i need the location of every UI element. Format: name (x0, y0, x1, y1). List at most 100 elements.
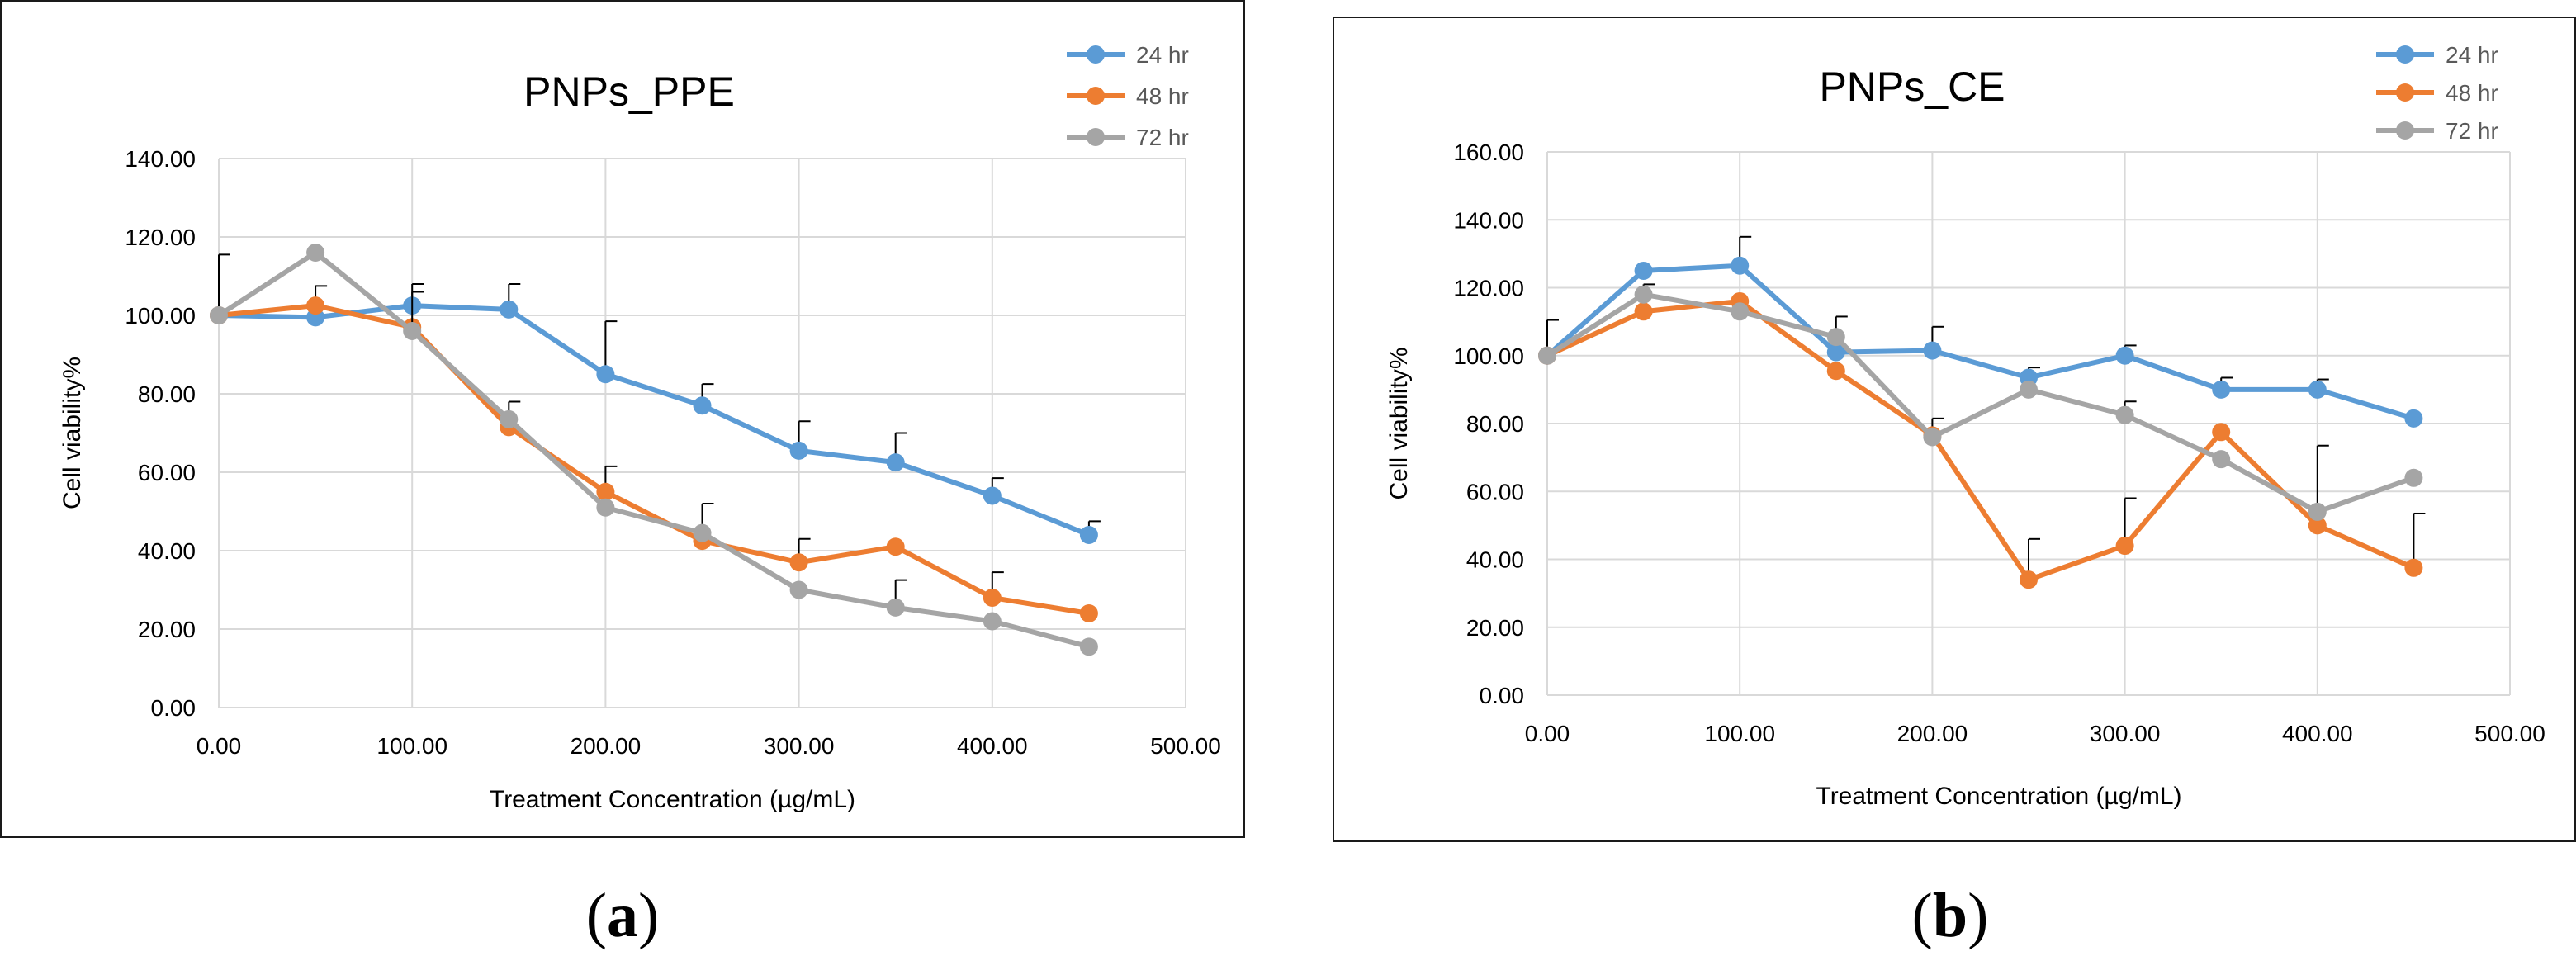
data-point-72-hr (1731, 302, 1750, 321)
legend-marker-72-hr (1087, 128, 1105, 146)
chart-title: PNPs_PPE (523, 69, 735, 115)
data-point-48-hr (2115, 537, 2134, 556)
series-line-72-hr (217, 250, 1090, 650)
y-tick-label: 20.00 (138, 617, 196, 642)
data-point-24-hr (2308, 380, 2327, 399)
x-tick-label: 200.00 (1897, 721, 1968, 746)
data-point-24-hr (2404, 409, 2423, 428)
y-tick-label: 60.00 (138, 460, 196, 485)
legend-marker-24-hr (2396, 45, 2414, 64)
data-point-48-hr (2308, 516, 2327, 535)
x-tick-label: 100.00 (1704, 721, 1775, 746)
data-point-24-hr (1079, 526, 1098, 544)
legend-label-48-hr: 48 hr (1136, 83, 1189, 109)
y-tick-label: 40.00 (138, 538, 196, 564)
subfigure-label-b: (b) (1911, 881, 1989, 950)
x-tick-label: 0.00 (1525, 721, 1570, 746)
y-tick-label: 60.00 (1466, 479, 1524, 504)
data-point-72-hr (403, 322, 422, 340)
series-line-72-hr (1546, 291, 2415, 514)
series-line-48-hr (1546, 298, 2415, 583)
data-point-48-hr (983, 589, 1002, 607)
chart-title: PNPs_CE (1819, 64, 2005, 110)
y-axis-label: Cell viability% (59, 357, 86, 509)
series-line-24-hr (1546, 263, 2415, 421)
data-point-24-hr (886, 453, 905, 472)
data-point-72-hr (2020, 380, 2038, 399)
data-point-24-hr (2212, 380, 2231, 399)
x-axis-label: Treatment Concentration (µg/mL) (1816, 783, 2181, 810)
data-point-72-hr (886, 598, 905, 617)
data-point-24-hr (693, 396, 712, 415)
chart-a: 0.00 20.00 40.00 60.00 80.00 100.00 120.00 140.… (59, 42, 1221, 813)
chart-panel-a: 0.00 20.00 40.00 60.00 80.00 100.00 120.00 140.… (0, 0, 1245, 838)
data-point-72-hr (2404, 468, 2423, 487)
x-tick-label: 100.00 (376, 733, 447, 759)
y-tick-label: 140.00 (125, 146, 196, 172)
data-point-72-hr (1079, 637, 1098, 656)
data-point-72-hr (1826, 328, 1845, 347)
subfigure-label-a: (a) (585, 881, 660, 950)
legend-marker-48-hr (1087, 87, 1105, 105)
x-axis-label: Treatment Concentration (µg/mL) (490, 786, 855, 813)
data-point-72-hr (596, 498, 615, 517)
data-point-24-hr (789, 441, 808, 460)
data-point-24-hr (1731, 256, 1750, 275)
subfigure-letter-b: b (1932, 881, 1968, 950)
data-point-48-hr (1634, 302, 1653, 321)
legend-marker-72-hr (2396, 121, 2414, 140)
series-line-24-hr (218, 303, 1091, 537)
y-tick-label: 100.00 (125, 303, 196, 329)
x-tick-label: 300.00 (2090, 721, 2161, 746)
data-point-72-hr (983, 612, 1002, 631)
data-point-24-hr (1923, 341, 1942, 360)
y-tick-label: 0.00 (1480, 683, 1525, 708)
y-tick-label: 80.00 (1466, 411, 1524, 437)
y-tick-label: 160.00 (1453, 140, 1524, 165)
x-tick-label: 400.00 (957, 733, 1028, 759)
x-tick-label: 500.00 (2474, 721, 2545, 746)
data-point-48-hr (2212, 423, 2231, 442)
data-point-72-hr (693, 523, 712, 542)
data-point-48-hr (596, 482, 615, 501)
y-tick-label: 120.00 (1453, 276, 1524, 301)
y-tick-label: 120.00 (125, 225, 196, 250)
data-point-24-hr (1634, 261, 1653, 280)
data-point-72-hr (1634, 285, 1653, 304)
y-tick-label: 100.00 (1453, 343, 1524, 369)
chart-panel-b: 0.00 20.00 40.00 60.00 80.00 100.00 120.00 140.… (1333, 17, 2576, 842)
data-point-48-hr (1079, 604, 1098, 622)
y-tick-label: 140.00 (1453, 207, 1524, 233)
y-axis-label: Cell viability% (1385, 347, 1413, 499)
data-point-48-hr (886, 537, 905, 556)
data-point-24-hr (1826, 343, 1845, 362)
data-point-48-hr (2020, 570, 2038, 589)
data-point-48-hr (1826, 362, 1845, 381)
data-point-72-hr (2308, 502, 2327, 521)
data-point-48-hr (306, 296, 325, 315)
legend-label-24-hr: 24 hr (2446, 42, 2498, 68)
y-tick-label: 20.00 (1466, 615, 1524, 641)
data-point-72-hr (306, 244, 325, 262)
data-point-48-hr (2404, 558, 2423, 577)
legend-label-72-hr: 72 hr (1136, 125, 1189, 150)
data-point-24-hr (2115, 346, 2134, 365)
chart-b: 0.00 20.00 40.00 60.00 80.00 100.00 120.00 140.… (1385, 42, 2545, 810)
data-point-72-hr (2212, 450, 2231, 469)
x-tick-label: 400.00 (2282, 721, 2353, 746)
legend-label-24-hr: 24 hr (1136, 42, 1189, 68)
data-point-72-hr (1538, 346, 1556, 365)
legend-marker-48-hr (2396, 83, 2414, 102)
legend-marker-24-hr (1087, 45, 1105, 64)
data-point-48-hr (789, 553, 808, 572)
x-tick-label: 0.00 (197, 733, 242, 759)
data-point-72-hr (1923, 428, 1942, 447)
data-point-24-hr (500, 300, 519, 319)
data-point-24-hr (596, 365, 615, 384)
data-point-72-hr (210, 306, 228, 324)
subfigure-letter-a: a (607, 881, 638, 950)
data-point-72-hr (789, 580, 808, 599)
data-point-72-hr (2115, 405, 2134, 424)
y-tick-label: 80.00 (138, 381, 196, 407)
x-tick-label: 300.00 (764, 733, 835, 759)
